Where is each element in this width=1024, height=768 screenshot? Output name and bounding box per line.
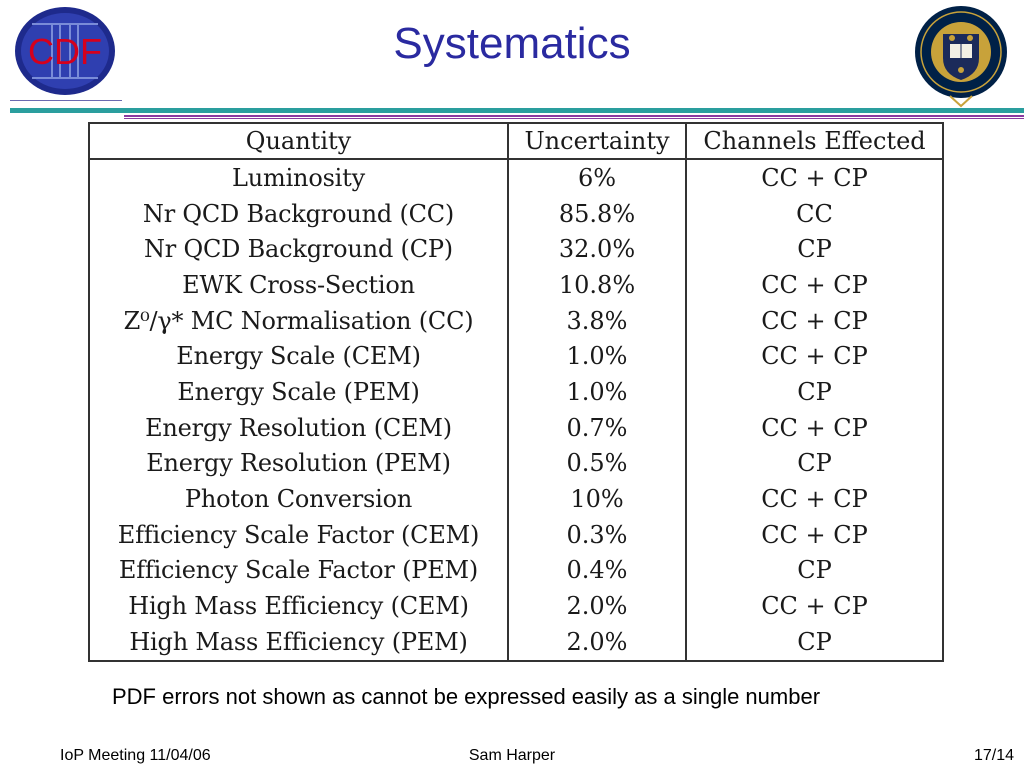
- cell-quantity: Efficiency Scale Factor (CEM): [88, 516, 509, 553]
- header-rule-purple: [124, 115, 1024, 117]
- cell-channels: CP: [685, 623, 944, 662]
- header-rule-purple-thin: [124, 118, 1024, 119]
- table-row: Nr QCD Background (CP) 32.0% CP: [88, 231, 944, 268]
- cell-uncertainty: 10%: [507, 481, 687, 517]
- table-row: EWK Cross-Section 10.8% CC + CP: [88, 267, 944, 303]
- column-header-channels: Channels Effected: [685, 122, 944, 160]
- cell-uncertainty: 1.0%: [507, 338, 687, 375]
- table-row: High Mass Efficiency (PEM) 2.0% CP: [88, 623, 944, 662]
- cell-quantity: High Mass Efficiency (PEM): [88, 623, 509, 662]
- footer-meeting: IoP Meeting 11/04/06: [60, 747, 211, 764]
- cell-channels: CC + CP: [685, 481, 944, 517]
- cell-uncertainty: 0.3%: [507, 516, 687, 553]
- table-row: Luminosity 6% CC + CP: [88, 158, 944, 196]
- cell-quantity: Energy Resolution (PEM): [88, 445, 509, 482]
- cell-quantity: Efficiency Scale Factor (PEM): [88, 552, 509, 589]
- cell-quantity: Energy Scale (PEM): [88, 374, 509, 410]
- table-row: Efficiency Scale Factor (PEM) 0.4% CP: [88, 552, 944, 589]
- pdf-errors-note: PDF errors not shown as cannot be expres…: [112, 684, 821, 709]
- cell-channels: CC + CP: [685, 158, 944, 196]
- cell-channels: CP: [685, 231, 944, 268]
- cell-quantity: Z⁰/γ* MC Normalisation (CC): [88, 302, 509, 339]
- cell-quantity: Nr QCD Background (CC): [88, 195, 509, 232]
- cell-uncertainty: 0.7%: [507, 409, 687, 446]
- table-row: Nr QCD Background (CC) 85.8% CC: [88, 195, 944, 232]
- cdf-logo: CDF: [15, 7, 115, 95]
- cell-channels: CP: [685, 552, 944, 589]
- footer-author: Sam Harper: [468, 747, 556, 764]
- slide-title: Systematics: [393, 19, 631, 68]
- cdf-logo-text: CDF: [28, 31, 102, 72]
- cell-quantity: High Mass Efficiency (CEM): [88, 588, 509, 624]
- cell-uncertainty: 6%: [507, 158, 687, 196]
- cell-channels: CP: [685, 445, 944, 482]
- table-row: Energy Resolution (CEM) 0.7% CC + CP: [88, 409, 944, 446]
- table-row: Energy Resolution (PEM) 0.5% CP: [88, 445, 944, 482]
- table-row: Photon Conversion 10% CC + CP: [88, 481, 944, 517]
- cell-channels: CC + CP: [685, 338, 944, 375]
- cell-quantity: Luminosity: [88, 158, 509, 196]
- cell-quantity: Photon Conversion: [88, 481, 509, 517]
- cell-uncertainty: 2.0%: [507, 588, 687, 624]
- cell-uncertainty: 0.5%: [507, 445, 687, 482]
- cell-quantity: EWK Cross-Section: [88, 267, 509, 303]
- cell-channels: CP: [685, 374, 944, 410]
- cell-quantity: Energy Scale (CEM): [88, 338, 509, 375]
- table-header-row: Quantity Uncertainty Channels Effected: [88, 122, 944, 160]
- systematics-table-container: Quantity Uncertainty Channels Effected L…: [88, 122, 944, 662]
- table-row: Energy Scale (CEM) 1.0% CC + CP: [88, 338, 944, 375]
- footer-page-number: 17/14: [973, 747, 1014, 764]
- cell-channels: CC + CP: [685, 588, 944, 624]
- cell-channels: CC + CP: [685, 302, 944, 339]
- column-header-quantity: Quantity: [88, 122, 509, 160]
- cell-quantity: Energy Resolution (CEM): [88, 409, 509, 446]
- cell-uncertainty: 3.8%: [507, 302, 687, 339]
- table-row: Efficiency Scale Factor (CEM) 0.3% CC + CP: [88, 516, 944, 553]
- cell-uncertainty: 32.0%: [507, 231, 687, 268]
- cell-uncertainty: 1.0%: [507, 374, 687, 410]
- table-row: Energy Scale (PEM) 1.0% CP: [88, 374, 944, 410]
- column-header-uncertainty: Uncertainty: [507, 122, 687, 160]
- oxford-university-logo: [915, 6, 1007, 108]
- table-row: Z⁰/γ* MC Normalisation (CC) 3.8% CC + CP: [88, 302, 944, 339]
- systematics-table: Quantity Uncertainty Channels Effected L…: [88, 122, 944, 662]
- cell-channels: CC + CP: [685, 409, 944, 446]
- header-rule-left: [10, 100, 122, 101]
- header-rule-teal: [10, 108, 1024, 113]
- cell-uncertainty: 10.8%: [507, 267, 687, 303]
- cell-channels: CC: [685, 195, 944, 232]
- cell-quantity: Nr QCD Background (CP): [88, 231, 509, 268]
- table-body: Luminosity 6% CC + CP Nr QCD Background (CC…: [88, 158, 944, 662]
- cell-uncertainty: 0.4%: [507, 552, 687, 589]
- cell-uncertainty: 2.0%: [507, 623, 687, 662]
- cell-channels: CC + CP: [685, 267, 944, 303]
- cell-channels: CC + CP: [685, 516, 944, 553]
- cell-uncertainty: 85.8%: [507, 195, 687, 232]
- table-row: High Mass Efficiency (CEM) 2.0% CC + CP: [88, 588, 944, 624]
